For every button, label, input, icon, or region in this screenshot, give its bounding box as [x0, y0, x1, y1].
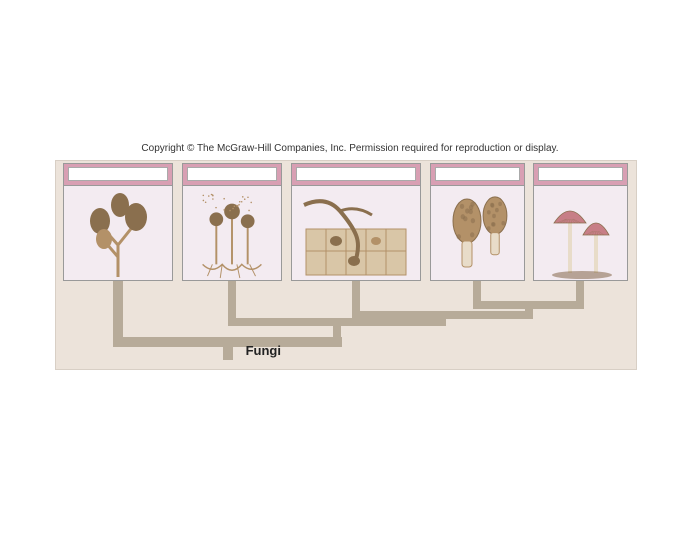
- card-illustration: [183, 186, 281, 280]
- card-illustration: [431, 186, 524, 280]
- card-header: [534, 164, 627, 186]
- fungi-card-1: [182, 163, 282, 281]
- fungi-card-3: [430, 163, 525, 281]
- card-label-blank[interactable]: [435, 167, 520, 181]
- root-label: Fungi: [246, 343, 281, 358]
- card-illustration: [64, 186, 172, 280]
- card-illustration: [292, 186, 420, 280]
- tree-branch: [113, 281, 123, 337]
- card-label-blank[interactable]: [296, 167, 416, 181]
- card-header: [292, 164, 420, 186]
- card-header: [183, 164, 281, 186]
- tree-branch: [228, 281, 236, 318]
- tree-branch: [352, 281, 360, 311]
- tree-branch: [576, 281, 584, 301]
- fungi-card-0: [63, 163, 173, 281]
- tree-branch: [333, 318, 341, 337]
- fungi-card-2: [291, 163, 421, 281]
- fungi-card-4: [533, 163, 628, 281]
- card-label-blank[interactable]: [68, 167, 168, 181]
- tree-branch: [473, 281, 481, 301]
- card-label-blank[interactable]: [187, 167, 277, 181]
- tree-branch: [223, 337, 233, 360]
- tree-branch: [438, 311, 446, 318]
- tree-branch: [525, 301, 533, 311]
- card-header: [64, 164, 172, 186]
- card-illustration: [534, 186, 627, 280]
- copyright-text: Copyright © The McGraw-Hill Companies, I…: [0, 143, 700, 154]
- card-header: [431, 164, 524, 186]
- card-label-blank[interactable]: [538, 167, 623, 181]
